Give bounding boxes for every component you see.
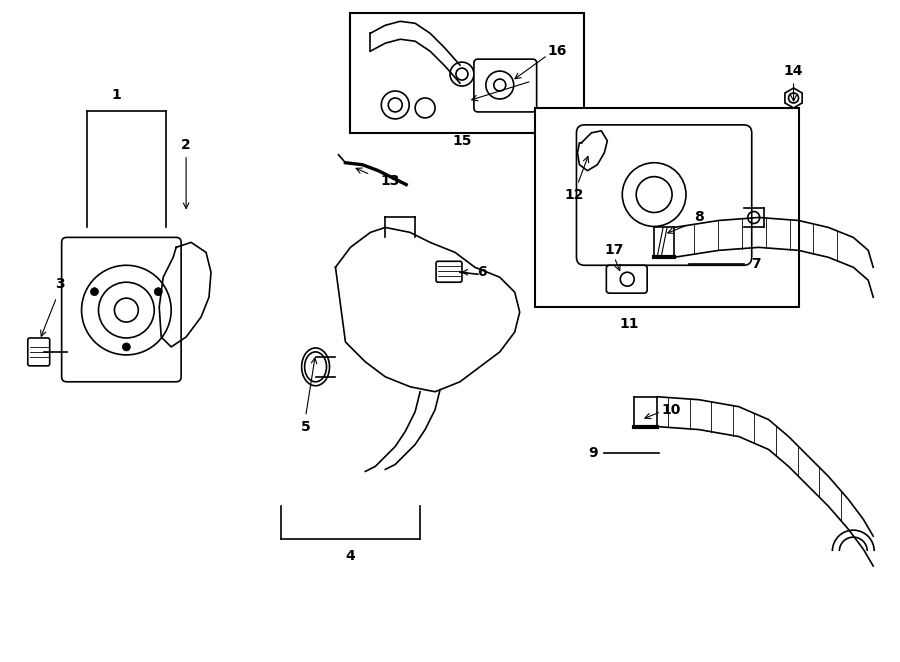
Circle shape xyxy=(91,288,98,296)
FancyBboxPatch shape xyxy=(436,261,462,282)
Bar xyxy=(535,108,798,307)
Text: 16: 16 xyxy=(548,44,567,58)
Text: 5: 5 xyxy=(301,420,310,434)
Text: 12: 12 xyxy=(564,187,584,201)
FancyBboxPatch shape xyxy=(607,265,647,293)
Text: 17: 17 xyxy=(605,244,624,258)
FancyBboxPatch shape xyxy=(28,338,50,366)
FancyBboxPatch shape xyxy=(474,59,536,112)
Text: 8: 8 xyxy=(694,211,704,224)
Text: 10: 10 xyxy=(662,402,680,416)
Text: 1: 1 xyxy=(112,88,122,102)
Bar xyxy=(350,13,584,133)
Text: 13: 13 xyxy=(381,173,400,187)
Text: 3: 3 xyxy=(55,277,65,291)
Text: 7: 7 xyxy=(751,258,760,271)
Text: 11: 11 xyxy=(619,317,639,331)
FancyBboxPatch shape xyxy=(577,125,752,265)
Circle shape xyxy=(154,288,162,296)
Text: 15: 15 xyxy=(452,134,472,148)
Text: 6: 6 xyxy=(477,265,487,279)
Text: 2: 2 xyxy=(181,138,191,152)
Text: 4: 4 xyxy=(346,549,356,563)
Text: 9: 9 xyxy=(588,446,598,461)
FancyBboxPatch shape xyxy=(61,238,181,382)
Circle shape xyxy=(122,343,130,351)
Text: 14: 14 xyxy=(784,64,804,78)
